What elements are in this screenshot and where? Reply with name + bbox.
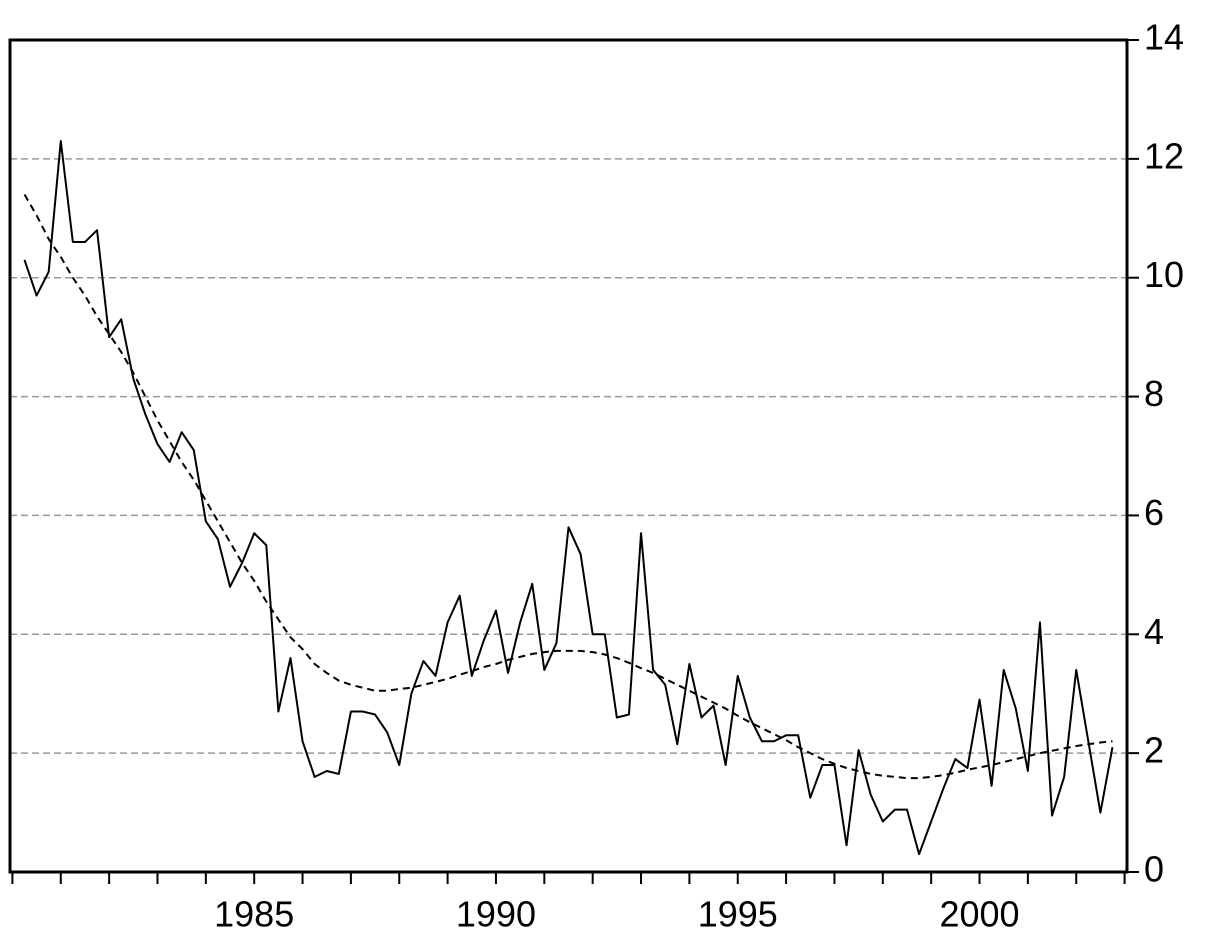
y-tick-label: 2 (1144, 730, 1164, 771)
x-tick-label: 1990 (456, 894, 536, 935)
y-tick-label: 8 (1144, 373, 1164, 414)
y-tick-label: 4 (1144, 611, 1164, 652)
y-tick-label: 6 (1144, 492, 1164, 533)
series-line (23, 194, 1113, 780)
y-tick-label: 0 (1144, 849, 1164, 890)
series-line (23, 140, 1114, 856)
y-tick-label: 14 (1144, 17, 1184, 58)
x-tick-label: 1985 (214, 894, 294, 935)
plot-frame (8, 38, 1129, 874)
x-tick-label: 1995 (698, 894, 778, 935)
x-tick-label: 2000 (939, 894, 1019, 935)
y-tick-label: 12 (1144, 135, 1184, 176)
y-tick-label: 10 (1144, 254, 1184, 295)
